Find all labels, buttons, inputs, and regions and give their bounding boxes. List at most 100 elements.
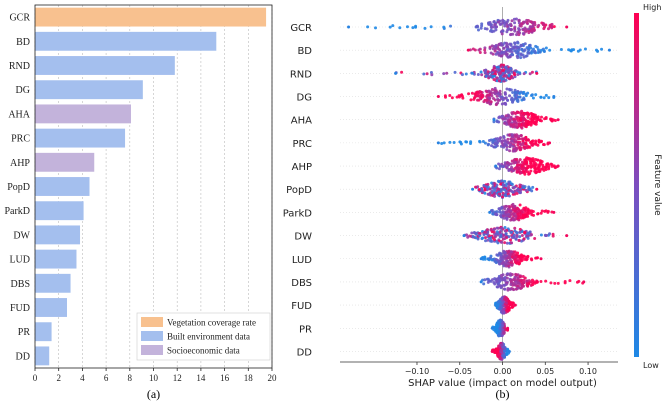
shap-point — [497, 79, 501, 83]
shap-row-dg — [436, 86, 556, 107]
shap-point — [533, 237, 537, 241]
shap-point — [488, 92, 492, 96]
shap-point — [487, 139, 491, 143]
shap-point — [490, 87, 494, 91]
shap-point-min — [462, 234, 466, 238]
shap-point — [515, 167, 519, 171]
shap-point-max — [535, 187, 539, 191]
shap-point — [488, 22, 492, 26]
shap-point — [544, 165, 548, 169]
shap-point — [522, 281, 526, 285]
shap-point — [515, 191, 519, 195]
shap-point — [519, 118, 523, 122]
category-label: PRC — [11, 134, 30, 145]
shap-point — [490, 230, 494, 234]
shap-point — [529, 111, 533, 115]
shap-point — [521, 167, 525, 171]
shap-point — [500, 261, 504, 265]
shap-point — [505, 182, 509, 186]
shap-point — [505, 298, 509, 302]
shap-point — [547, 163, 551, 167]
shap-point — [525, 279, 529, 283]
shap-point — [502, 330, 506, 334]
shap-point — [503, 179, 507, 183]
shap-point — [526, 170, 530, 174]
shap-point — [509, 209, 513, 213]
shap-point — [366, 25, 370, 29]
shap-point — [515, 189, 519, 193]
shap-point-min — [394, 71, 398, 75]
shap-point — [500, 297, 504, 301]
shap-point — [500, 54, 504, 58]
shap-point — [513, 73, 517, 77]
shap-point — [528, 72, 532, 76]
shap-point — [507, 169, 511, 173]
category-label: AHP — [10, 158, 30, 169]
shap-point — [480, 73, 484, 77]
feature-label: RND — [290, 69, 312, 80]
shap-point — [517, 46, 521, 50]
shap-point — [513, 185, 517, 189]
shap-point — [506, 288, 510, 292]
shap-point-min — [490, 326, 494, 330]
shap-point — [487, 192, 491, 196]
shap-point — [514, 96, 518, 100]
shap-point-max — [565, 234, 569, 238]
shap-point-max — [506, 326, 510, 330]
shap-point-min — [490, 349, 494, 353]
shap-point — [516, 143, 520, 147]
shap-point-max — [552, 95, 556, 99]
shap-point — [506, 140, 510, 144]
shap-point — [493, 86, 497, 90]
shap-point — [533, 169, 537, 173]
shap-point — [498, 327, 502, 331]
shap-point — [497, 162, 501, 166]
bar-popd — [35, 177, 90, 196]
category-label: RND — [9, 61, 30, 72]
x-tick-label: 4 — [80, 373, 85, 383]
shap-point — [499, 71, 503, 75]
shap-point — [530, 70, 534, 74]
x-tick-label: 0 — [33, 373, 38, 383]
shap-point — [539, 280, 543, 284]
shap-point — [525, 144, 529, 148]
shap-point — [522, 49, 526, 53]
shap-point — [485, 228, 489, 232]
shap-point — [507, 27, 511, 31]
shap-point — [405, 25, 409, 29]
shap-point — [504, 114, 508, 118]
shap-point — [483, 71, 487, 75]
shap-point — [502, 354, 506, 358]
shap-point — [505, 217, 509, 221]
legend-label-vegetation: Vegetation coverage rate — [167, 318, 256, 328]
shap-point — [536, 48, 540, 52]
shap-point-min — [347, 25, 351, 29]
shap-point — [512, 235, 516, 239]
shap-point — [490, 209, 494, 213]
shap-point — [475, 25, 479, 29]
shap-point — [527, 27, 531, 31]
shap-point — [486, 142, 490, 146]
shap-point — [511, 202, 515, 206]
bar-parkd — [35, 201, 84, 221]
shap-point — [440, 142, 444, 146]
shap-point — [569, 49, 573, 53]
shap-point — [509, 253, 513, 257]
shap-point — [512, 17, 516, 21]
shap-point — [535, 280, 539, 284]
shap-point — [508, 94, 512, 98]
shap-point — [544, 234, 548, 238]
shap-point — [526, 121, 530, 125]
shap-point — [529, 117, 533, 121]
shap-point-min — [436, 141, 440, 145]
shap-x-axis-label: SHAP value (impact on model output) — [408, 378, 597, 389]
shap-point — [483, 278, 487, 282]
shap-point — [549, 281, 553, 285]
shap-point — [553, 281, 557, 285]
category-label: DBS — [11, 279, 30, 290]
bar-bd — [35, 31, 217, 51]
shap-point — [374, 26, 378, 30]
shap-point — [523, 42, 527, 46]
shap-point — [524, 94, 528, 98]
shap-point — [512, 205, 516, 209]
